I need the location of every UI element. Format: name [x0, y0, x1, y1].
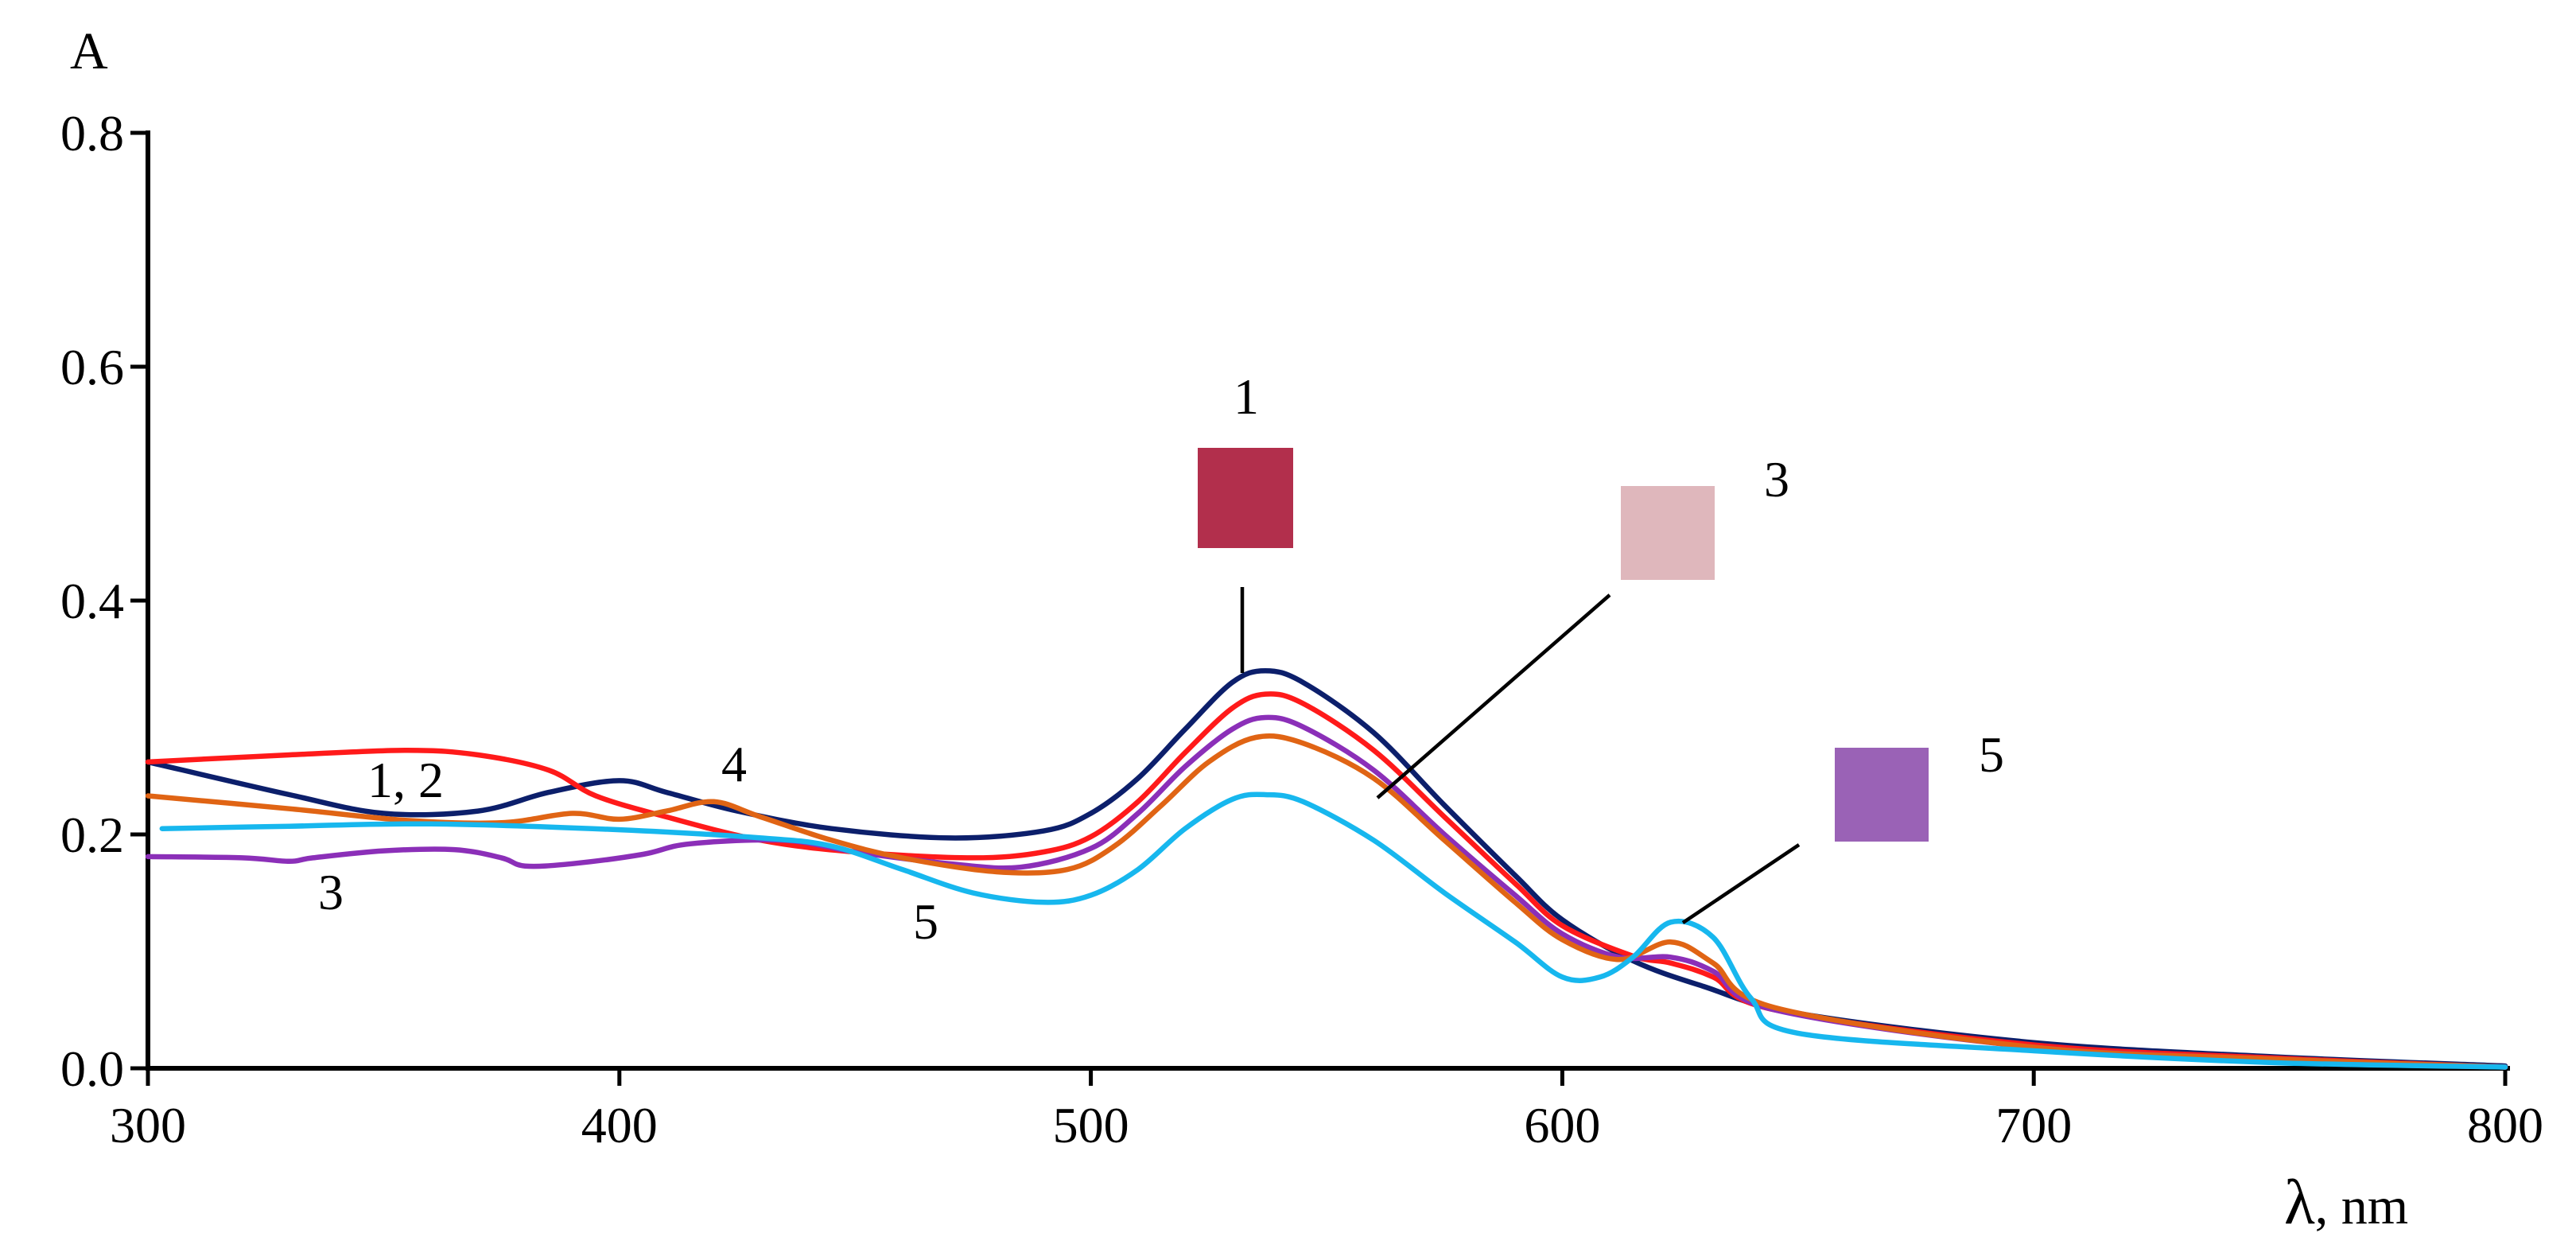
x-tick-label-600: 600: [1524, 1097, 1600, 1153]
series-line-3: [145, 714, 2508, 1070]
x-axis-label-symbol: λ: [2284, 1168, 2315, 1238]
x-tick-label-300: 300: [110, 1097, 186, 1153]
series-layer: [145, 667, 2508, 1070]
series-line-1: [145, 667, 2508, 1069]
y-axis-label: A: [70, 22, 108, 80]
sample-swatch-5: [1835, 748, 1929, 842]
series-line-4: [145, 733, 2508, 1070]
curve-label-3: 3: [318, 864, 344, 920]
curve-label-4: 4: [721, 736, 747, 792]
y-tick-label-0.6: 0.6: [60, 339, 124, 395]
x-axis-label: λ, nm: [2284, 1168, 2408, 1238]
series-line-5: [159, 791, 2508, 1070]
curve-label-1-2: 1, 2: [367, 752, 444, 808]
sample-swatch-3: [1621, 486, 1715, 580]
x-axis-ticks: 300 400 500 600 700 800: [110, 1068, 2543, 1153]
leader-line-3: [1376, 593, 1611, 799]
x-tick-label-500: 500: [1053, 1097, 1129, 1153]
x-axis-label-unit: , nm: [2315, 1177, 2408, 1235]
y-tick-label-0.0: 0.0: [60, 1040, 124, 1097]
y-axis-ticks: 0.0 0.2 0.4 0.6 0.8: [60, 105, 148, 1097]
leader-line-5: [1681, 843, 1801, 924]
x-tick-label-700: 700: [1995, 1097, 2072, 1153]
y-tick-label-0.4: 0.4: [60, 573, 124, 629]
x-tick-label-400: 400: [581, 1097, 658, 1153]
y-tick-label-0.8: 0.8: [60, 105, 124, 161]
swatch-label-3: 3: [1764, 451, 1789, 508]
swatch-label-1: 1: [1234, 368, 1259, 425]
curve-label-5: 5: [913, 893, 938, 950]
y-tick-label-0.2: 0.2: [60, 807, 124, 863]
swatch-label-5: 5: [1979, 726, 2004, 783]
x-tick-label-800: 800: [2467, 1097, 2543, 1153]
sample-swatch-1: [1198, 448, 1293, 548]
